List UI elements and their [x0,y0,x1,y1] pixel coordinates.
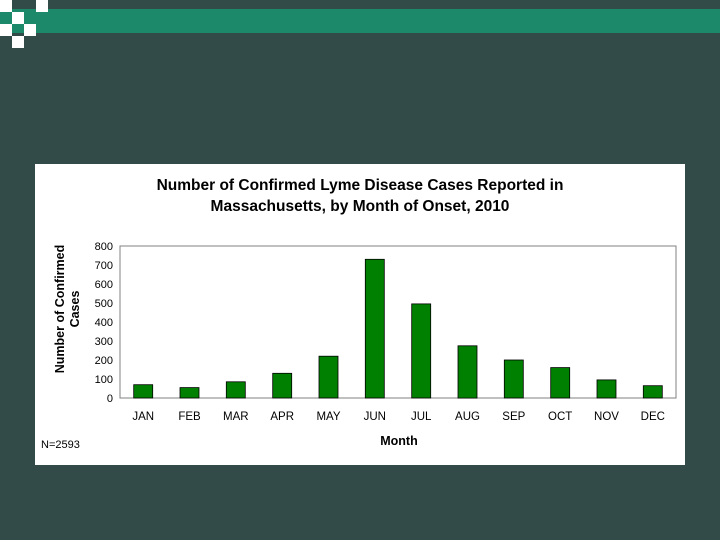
bar-nov [596,379,617,399]
y-tick-label: 500 [95,298,113,310]
bar-feb [179,387,200,399]
bar-jan [133,384,154,399]
bar-mar [225,381,246,399]
chart-title: Number of Confirmed Lyme Disease Cases R… [157,177,564,215]
bar-oct [550,367,571,399]
y-tick-label: 600 [95,279,113,291]
sample-size-note: N=2593 [41,439,80,451]
checker-square [24,24,36,36]
checker-square [0,0,12,12]
x-tick-label: JUL [411,411,432,423]
bar-dec [642,385,663,399]
x-tick-label: NOV [594,411,619,423]
y-tick-label: 300 [95,336,113,348]
y-axis-ticks: 0 100 200 300 400 500 600 700 800 [95,241,113,405]
chart-title-line-1: Number of Confirmed Lyme Disease Cases R… [157,177,564,194]
x-tick-label: MAY [316,411,340,423]
x-tick-label: AUG [455,411,480,423]
plot-area [119,245,677,399]
chart-title-line-2: Massachusetts, by Month of Onset, 2010 [211,198,510,215]
x-tick-label: FEB [178,411,201,423]
x-tick-label: OCT [548,411,572,423]
x-axis-label: Month [380,434,417,448]
x-tick-label: DEC [641,411,665,423]
y-tick-label: 0 [107,393,113,405]
y-tick-label: 400 [95,317,113,329]
bar-sep [503,359,524,399]
bar-jul [411,303,432,399]
checker-square [12,12,24,24]
y-axis-label: Number of Confirmed Cases [53,245,82,373]
y-tick-label: 200 [95,355,113,367]
decorative-checker-pattern [0,0,60,48]
checker-square [36,0,48,12]
y-tick-label: 800 [95,241,113,253]
header-accent-bar [0,9,720,33]
bars [133,258,663,399]
bar-jun [364,258,385,399]
y-tick-label: 100 [95,374,113,386]
chart-card: Number of Confirmed Lyme Disease Cases R… [35,164,685,465]
bar-apr [272,372,293,399]
x-tick-label: MAR [223,411,249,423]
x-tick-label: JAN [132,411,154,423]
x-tick-label: JUN [364,411,386,423]
bar-aug [457,345,478,399]
bar-chart: Number of Confirmed Lyme Disease Cases R… [41,177,677,451]
y-axis-label-line-1: Number of Confirmed [53,245,67,373]
bar-may [318,355,339,399]
y-tick-label: 700 [95,260,113,272]
checker-square [12,36,24,48]
checker-square [0,24,12,36]
x-tick-label: SEP [502,411,525,423]
x-axis-ticks: JAN FEB MAR APR MAY JUN JUL AUG SEP OCT NOV DEC [132,411,665,423]
y-axis-label-line-2: Cases [68,291,82,328]
x-tick-label: APR [270,411,294,423]
